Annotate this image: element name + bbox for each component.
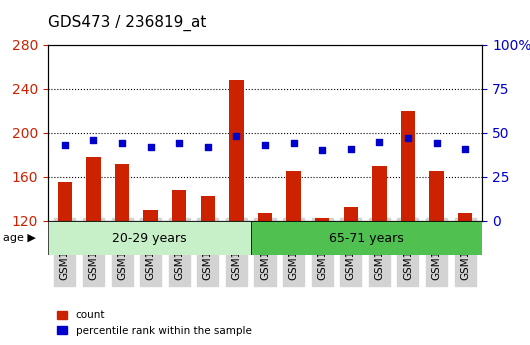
Point <box>261 142 269 148</box>
Point <box>375 139 384 144</box>
Bar <box>144 210 158 221</box>
Point <box>60 142 69 148</box>
Bar <box>372 166 386 221</box>
Bar <box>201 196 215 221</box>
FancyBboxPatch shape <box>251 221 482 255</box>
Bar <box>286 171 301 221</box>
Bar <box>458 213 472 221</box>
Text: GDS473 / 236819_at: GDS473 / 236819_at <box>48 15 206 31</box>
Point <box>118 141 126 146</box>
Bar <box>315 217 329 221</box>
Bar <box>401 111 415 221</box>
Bar <box>58 182 72 221</box>
Point <box>204 144 212 150</box>
Point <box>347 146 355 151</box>
Bar <box>86 157 101 221</box>
Point <box>461 146 470 151</box>
Text: 65-71 years: 65-71 years <box>329 231 404 245</box>
Point <box>175 141 183 146</box>
Bar <box>229 80 244 221</box>
Legend: count, percentile rank within the sample: count, percentile rank within the sample <box>53 306 256 340</box>
Point <box>89 137 98 142</box>
Point <box>289 141 298 146</box>
Bar <box>429 171 444 221</box>
Bar <box>258 213 272 221</box>
Bar <box>172 190 187 221</box>
Text: 20-29 years: 20-29 years <box>112 231 187 245</box>
Point <box>318 148 326 153</box>
Bar <box>115 164 129 221</box>
Point <box>404 135 412 141</box>
Bar <box>343 207 358 221</box>
Point <box>432 141 441 146</box>
Point <box>232 134 241 139</box>
FancyBboxPatch shape <box>48 221 251 255</box>
Point <box>146 144 155 150</box>
Text: age ▶: age ▶ <box>3 233 36 243</box>
